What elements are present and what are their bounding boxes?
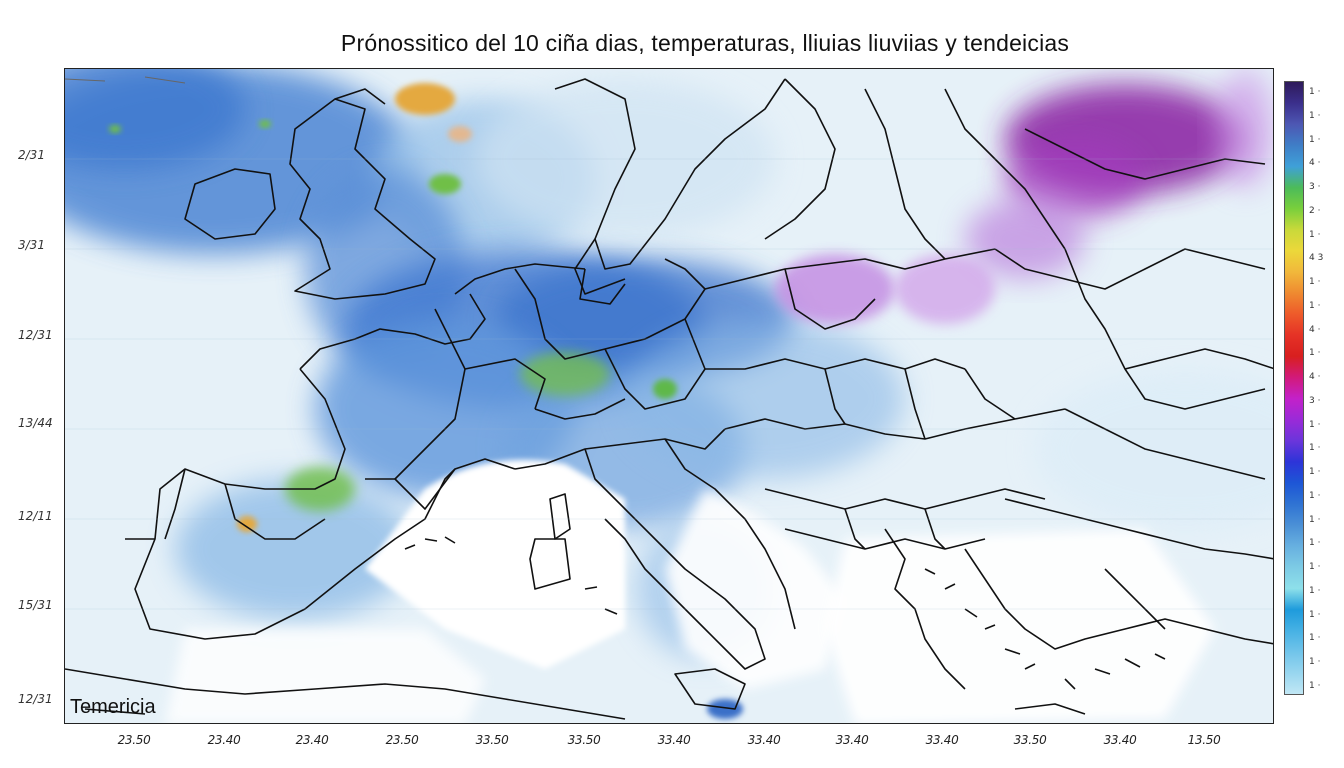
lon-label: 33.50	[567, 733, 601, 747]
color-scale-tick: 1 ·	[1309, 538, 1321, 549]
lon-label: 23.40	[295, 733, 329, 747]
map-borders	[65, 76, 1273, 720]
lon-label: 33.50	[475, 733, 509, 747]
map-canvas	[65, 69, 1273, 723]
lon-label: 23.40	[207, 733, 241, 747]
lon-label: 23.50	[117, 733, 151, 747]
color-scale-tick: 2 ·	[1309, 205, 1321, 216]
lon-label: 33.50	[1013, 733, 1047, 747]
graticule	[65, 158, 1273, 610]
color-scale-tick: 1 ·	[1309, 609, 1321, 620]
lat-label: 3/31	[18, 238, 45, 252]
lat-label: 12/11	[18, 509, 53, 523]
lon-label: 33.40	[747, 733, 781, 747]
color-scale-tick: 1 ·	[1309, 562, 1321, 573]
color-scale-tick: 1 ·	[1309, 87, 1321, 97]
color-scale-bar	[1284, 81, 1304, 695]
color-scale-tick: 1 ·	[1309, 134, 1321, 145]
color-scale-tick: 1 ·	[1309, 514, 1321, 525]
color-scale-tick: 1 ·	[1309, 300, 1321, 311]
lat-label: 12/31	[18, 692, 53, 706]
lon-label: 13.50	[1187, 733, 1221, 747]
color-scale-tick: 1 ·	[1309, 585, 1321, 596]
lon-label: 33.40	[1103, 733, 1137, 747]
color-scale-tick: 1 ·	[1309, 348, 1321, 359]
lon-label: 33.40	[657, 733, 691, 747]
color-scale-tick: 1 ·	[1309, 443, 1321, 454]
color-scale-tick: 3 ·	[1309, 182, 1321, 193]
map-title: Prónossitico del 10 ciña dias, temperatu…	[340, 30, 1070, 56]
map-legend-label: Temericia	[70, 696, 156, 718]
color-scale-tick: 4 ·	[1309, 158, 1321, 169]
color-scale-tick: 1 ·	[1309, 681, 1321, 691]
lon-label: 23.50	[385, 733, 419, 747]
lat-label: 15/31	[18, 598, 53, 612]
lon-label: 33.40	[925, 733, 959, 747]
color-scale-tick: 1 ·	[1309, 110, 1321, 121]
color-scale-tick: 1 ·	[1309, 229, 1321, 240]
color-scale-tick: 4 3	[1309, 253, 1324, 264]
color-scale-tick: 1 ·	[1309, 657, 1321, 668]
color-scale-tick: 3 ·	[1309, 395, 1321, 406]
lat-label: 2/31	[18, 148, 45, 162]
color-scale-tick: 1 ·	[1309, 490, 1321, 501]
forecast-map[interactable]	[64, 68, 1274, 724]
lat-label: 13/44	[18, 416, 53, 430]
lat-label: 12/31	[18, 328, 53, 342]
color-scale-tick: 4 ·	[1309, 324, 1321, 335]
color-scale-tick: 1 ·	[1309, 277, 1321, 288]
lon-label: 33.40	[835, 733, 869, 747]
color-scale-tick: 1 ·	[1309, 467, 1321, 478]
color-scale-tick: 1 ·	[1309, 419, 1321, 430]
color-scale-tick: 4 ·	[1309, 372, 1321, 383]
color-scale-tick: 1 ·	[1309, 633, 1321, 644]
